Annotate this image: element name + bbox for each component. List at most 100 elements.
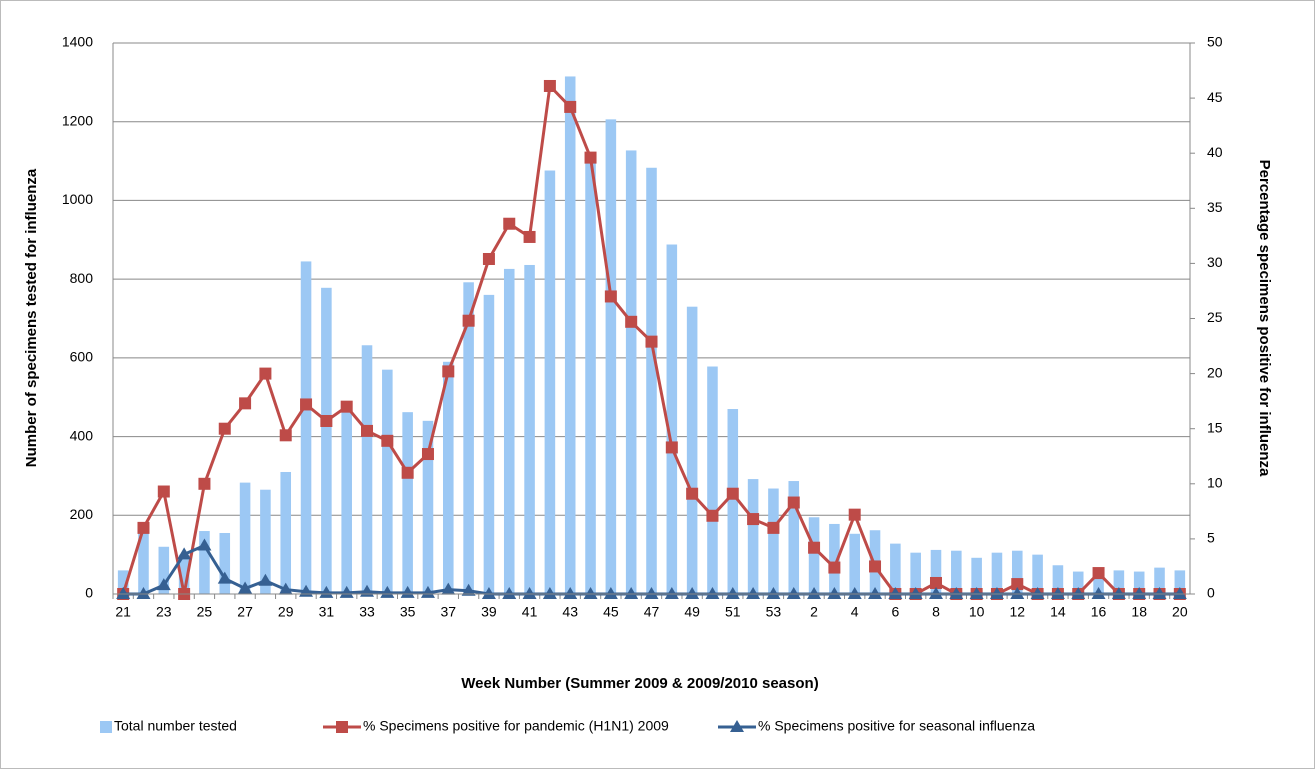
- bar: [1072, 571, 1084, 594]
- marker: [1091, 587, 1106, 599]
- marker: [645, 335, 658, 348]
- marker: [706, 509, 719, 522]
- marker: [198, 477, 211, 490]
- marker: [828, 561, 841, 574]
- marker: [1010, 587, 1025, 599]
- legend-label: % Specimens positive for seasonal influe…: [758, 718, 1035, 734]
- x-tick-label: 10: [969, 604, 985, 620]
- x-tick-label: 23: [156, 604, 172, 620]
- bar: [686, 306, 698, 594]
- marker: [584, 151, 597, 164]
- bar: [666, 244, 678, 594]
- marker: [239, 397, 252, 410]
- marker: [686, 487, 699, 500]
- marker: [218, 422, 231, 435]
- x-tick-label: 29: [278, 604, 294, 620]
- bar: [768, 488, 779, 594]
- bar: [199, 531, 210, 594]
- x-tick-label: 45: [603, 604, 619, 620]
- marker: [542, 587, 557, 599]
- marker: [766, 587, 781, 599]
- bar: [605, 119, 617, 595]
- bar: [300, 261, 312, 594]
- marker: [644, 587, 659, 599]
- marker: [482, 252, 495, 265]
- marker: [624, 587, 639, 599]
- bar: [849, 533, 860, 594]
- y2-axis-title: Percentage specimens positive for influe…: [1256, 160, 1273, 477]
- x-tick-label: 12: [1009, 604, 1025, 620]
- legend-label: Total number tested: [114, 718, 237, 734]
- marker: [136, 587, 151, 599]
- marker: [848, 508, 861, 521]
- x-tick-label: 49: [684, 604, 700, 620]
- y-axis-title: Number of specimens tested for influenza: [23, 168, 40, 467]
- bar: [1093, 576, 1104, 594]
- x-axis-title: Week Number (Summer 2009 & 2009/2010 sea…: [461, 675, 818, 692]
- marker: [949, 587, 964, 599]
- x-tick-label: 4: [851, 604, 859, 620]
- bar: [930, 549, 942, 594]
- marker: [421, 448, 434, 461]
- bar: [341, 405, 352, 594]
- y-tick-label: 1000: [62, 191, 93, 207]
- marker: [868, 587, 883, 599]
- marker: [361, 424, 374, 437]
- bar: [625, 150, 637, 594]
- x-tick-label: 51: [725, 604, 741, 620]
- y2-tick-label: 40: [1207, 144, 1223, 160]
- y2-tick-label: 0: [1207, 585, 1215, 601]
- bar: [158, 546, 170, 594]
- bar: [585, 157, 596, 594]
- marker: [461, 583, 476, 596]
- x-tick-label: 47: [644, 604, 660, 620]
- marker: [259, 367, 272, 380]
- marker: [523, 230, 536, 243]
- marker: [503, 217, 516, 230]
- marker: [747, 513, 760, 526]
- marker: [847, 587, 862, 599]
- marker: [543, 79, 556, 92]
- y-tick-label: 1200: [62, 112, 93, 128]
- marker: [767, 521, 780, 534]
- marker: [808, 541, 821, 554]
- y2-tick-label: 30: [1207, 254, 1223, 270]
- marker: [603, 587, 618, 599]
- marker: [563, 587, 578, 599]
- marker: [462, 314, 475, 327]
- marker: [279, 429, 292, 442]
- y2-tick-label: 35: [1207, 199, 1223, 215]
- bar: [503, 268, 515, 594]
- marker: [665, 441, 678, 454]
- y-tick-label: 200: [70, 506, 94, 522]
- y2-tick-label: 5: [1207, 530, 1215, 546]
- marker: [401, 466, 414, 479]
- bar: [971, 557, 982, 594]
- bar: [219, 532, 231, 594]
- y2-tick-label: 50: [1207, 34, 1223, 50]
- bar: [808, 517, 820, 594]
- marker: [888, 587, 903, 599]
- marker: [1111, 587, 1126, 599]
- x-tick-label: 43: [562, 604, 578, 620]
- x-tick-label: 31: [319, 604, 335, 620]
- marker: [705, 587, 720, 599]
- marker: [116, 587, 131, 599]
- bar: [239, 482, 251, 594]
- marker: [583, 587, 598, 599]
- marker: [928, 587, 943, 599]
- marker: [564, 100, 577, 113]
- marker: [502, 587, 517, 599]
- y2-tick-label: 45: [1207, 89, 1223, 105]
- marker: [685, 587, 700, 599]
- bar: [1113, 570, 1125, 594]
- marker: [1152, 587, 1167, 599]
- marker: [217, 571, 232, 584]
- bar: [788, 481, 800, 594]
- bar: [382, 369, 393, 594]
- marker: [664, 587, 679, 599]
- bar: [707, 366, 718, 594]
- marker: [381, 434, 394, 447]
- bar: [524, 264, 535, 594]
